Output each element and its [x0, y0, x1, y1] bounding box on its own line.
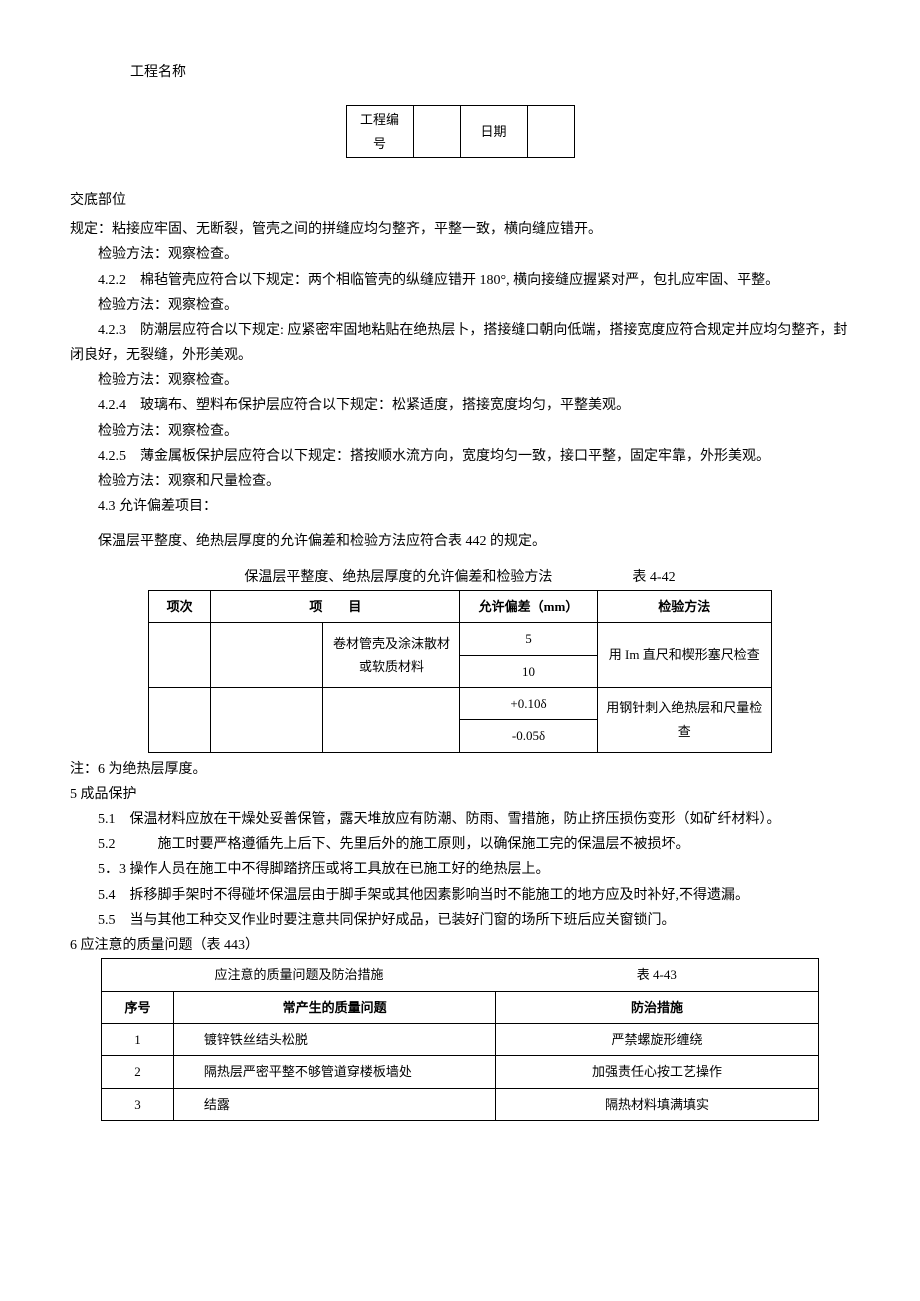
section-6-title: 6 应注意的质量问题（表 443） — [70, 933, 850, 958]
dev-row2-dev2: -0.05δ — [460, 720, 597, 752]
issue-measure-2: 加强责任心按工艺操作 — [496, 1056, 818, 1088]
project-number-value — [413, 106, 460, 158]
check-method-4: 检验方法：观察检查。 — [70, 419, 850, 444]
date-label: 日期 — [460, 106, 527, 158]
issue-no-3: 3 — [102, 1088, 174, 1120]
table-442-caption: 保温层平整度、绝热层厚度的允许偏差和检验方法 — [244, 565, 552, 590]
section-53: 5．3 操作人员在施工中不得脚踏挤压或将工具放在已施工好的绝热层上。 — [70, 857, 850, 882]
issue-header-3: 防治措施 — [496, 991, 818, 1023]
section-424: 4.2.4 玻璃布、塑料布保护层应符合以下规定：松紧适度，搭接宽度均匀，平整美观… — [70, 393, 850, 418]
deviation-table: 项次 项 目 允许偏差（mm） 检验方法 卷材管壳及涂沫散材或软质材料 5 用 … — [148, 590, 772, 753]
section-423: 4.2.3 防潮层应符合以下规定: 应紧密牢固地粘贴在绝热层卜，搭接缝口朝向低端… — [70, 318, 850, 368]
jiaodi-buwei: 交底部位 — [70, 188, 850, 213]
issue-table: 应注意的质量问题及防治措施 表 4-43 序号 常产生的质量问题 防治措施 1 … — [101, 958, 819, 1121]
project-name-label: 工程名称 — [130, 60, 850, 85]
issue-problem-2: 隔热层严密平整不够管道穿楼板墙处 — [173, 1056, 495, 1088]
check-method-3: 检验方法：观察检查。 — [70, 368, 850, 393]
section-43: 4.3 允许偏差项目： — [70, 494, 850, 519]
header-info-table: 工程编号 日期 — [346, 105, 575, 158]
section-54: 5.4 拆移脚手架时不得碰坏保温层由于脚手架或其他因素影响当时不能施工的地方应及… — [70, 883, 850, 908]
dev-row1-blank — [211, 623, 323, 688]
issue-problem-1: 镀锌铁丝结头松脱 — [173, 1024, 495, 1056]
dev-row2-no — [149, 687, 211, 752]
check-method-5: 检验方法：观察和尺量检查。 — [70, 469, 850, 494]
check-method-1: 检验方法：观察检查。 — [70, 242, 850, 267]
issue-row-2: 2 隔热层严密平整不够管道穿楼板墙处 加强责任心按工艺操作 — [102, 1056, 819, 1088]
issue-table-no: 表 4-43 — [496, 959, 818, 991]
dev-row2-method: 用钢针刺入绝热层和尺量检查 — [597, 687, 771, 752]
table-442-number: 表 4-42 — [632, 565, 675, 590]
dev-row1-item: 卷材管壳及涂沫散材或软质材料 — [323, 623, 460, 688]
issue-no-2: 2 — [102, 1056, 174, 1088]
date-value — [527, 106, 574, 158]
section-52: 5.2 施工时要严格遵循先上后下、先里后外的施工原则，以确保施工完的保温层不被损… — [70, 832, 850, 857]
dev-row1-dev1: 5 — [460, 623, 597, 655]
section-51: 5.1 保温材料应放在干燥处妥善保管，露天堆放应有防潮、防雨、雪措施，防止挤压损… — [70, 807, 850, 832]
section-55: 5.5 当与其他工种交叉作业时要注意共同保护好成品，已装好门窗的场所下班后应关窗… — [70, 908, 850, 933]
dev-row2-blank1 — [211, 687, 323, 752]
check-method-2: 检验方法：观察检查。 — [70, 293, 850, 318]
dev-row1-dev2: 10 — [460, 655, 597, 687]
section-425: 4.2.5 薄金属板保护层应符合以下规定：搭按顺水流方向，宽度均匀一致，接口平整… — [70, 444, 850, 469]
table-442-note: 注：6 为绝热层厚度。 — [70, 757, 850, 782]
dev-row2-dev1: +0.10δ — [460, 687, 597, 719]
issue-no-1: 1 — [102, 1024, 174, 1056]
section-5-title: 5 成品保护 — [70, 782, 850, 807]
issue-measure-1: 严禁螺旋形缠绕 — [496, 1024, 818, 1056]
issue-caption: 应注意的质量问题及防治措施 — [102, 959, 496, 991]
issue-problem-3: 结露 — [173, 1088, 495, 1120]
dev-header-2: 项 目 — [211, 590, 460, 622]
dev-row1-method: 用 Im 直尺和楔形塞尺检查 — [597, 623, 771, 688]
dev-header-1: 项次 — [149, 590, 211, 622]
issue-row-3: 3 结露 隔热材料填满填实 — [102, 1088, 819, 1120]
guiding-text: 规定：粘接应牢固、无断裂，管壳之间的拼缝应均匀整齐，平整一致，横向缝应错开。 — [70, 217, 850, 242]
project-number-label: 工程编号 — [346, 106, 413, 158]
dev-row1-no — [149, 623, 211, 688]
dev-header-3: 允许偏差（mm） — [460, 590, 597, 622]
dev-row2-blank2 — [323, 687, 460, 752]
issue-row-1: 1 镀锌铁丝结头松脱 严禁螺旋形缠绕 — [102, 1024, 819, 1056]
issue-header-1: 序号 — [102, 991, 174, 1023]
issue-measure-3: 隔热材料填满填实 — [496, 1088, 818, 1120]
section-43-desc: 保温层平整度、绝热层厚度的允许偏差和检验方法应符合表 442 的规定。 — [70, 529, 850, 554]
dev-header-4: 检验方法 — [597, 590, 771, 622]
issue-header-2: 常产生的质量问题 — [173, 991, 495, 1023]
section-422: 4.2.2 棉毡管壳应符合以下规定：两个相临管壳的纵缝应错开 180°, 横向接… — [70, 268, 850, 293]
